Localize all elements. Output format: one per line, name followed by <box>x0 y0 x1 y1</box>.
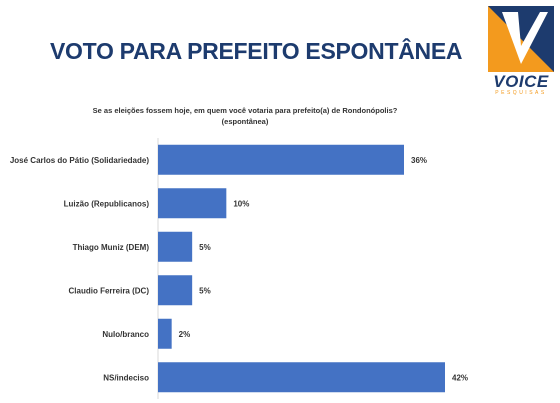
bar-4 <box>158 318 172 349</box>
value-label-3: 5% <box>199 286 211 295</box>
chart-title: Se as eleições fossem hoje, em quem você… <box>92 106 398 115</box>
logo-subtext: PESQUISAS <box>495 90 547 96</box>
bar-5 <box>158 362 445 393</box>
bar-2 <box>158 231 193 262</box>
page-title: VOTO PARA PREFEITO ESPONTÂNEA <box>50 38 463 64</box>
value-label-1: 10% <box>233 199 249 208</box>
bar-0 <box>158 144 404 175</box>
category-label-5: NS/indeciso <box>103 373 149 382</box>
category-label-0: José Carlos do Pátio (Solidariedade) <box>10 156 149 165</box>
value-label-4: 2% <box>179 330 191 339</box>
chart-question: Se as eleições fossem hoje, em quem você… <box>40 105 450 127</box>
category-label-1: Luizão (Republicanos) <box>64 199 150 208</box>
logo-mark-icon <box>488 6 554 72</box>
value-label-0: 36% <box>411 156 427 165</box>
voice-logo: VOICE PESQUISAS <box>488 6 554 98</box>
value-label-5: 42% <box>452 373 468 382</box>
value-label-2: 5% <box>199 243 211 252</box>
bar-3 <box>158 275 193 306</box>
bar-1 <box>158 188 227 219</box>
chart-subtitle: (espontânea) <box>221 117 269 126</box>
category-label-4: Nulo/branco <box>102 330 149 339</box>
category-label-3: Claudio Ferreira (DC) <box>69 286 150 295</box>
category-label-2: Thiago Muniz (DEM) <box>73 243 150 252</box>
logo-text: VOICE <box>493 72 549 91</box>
